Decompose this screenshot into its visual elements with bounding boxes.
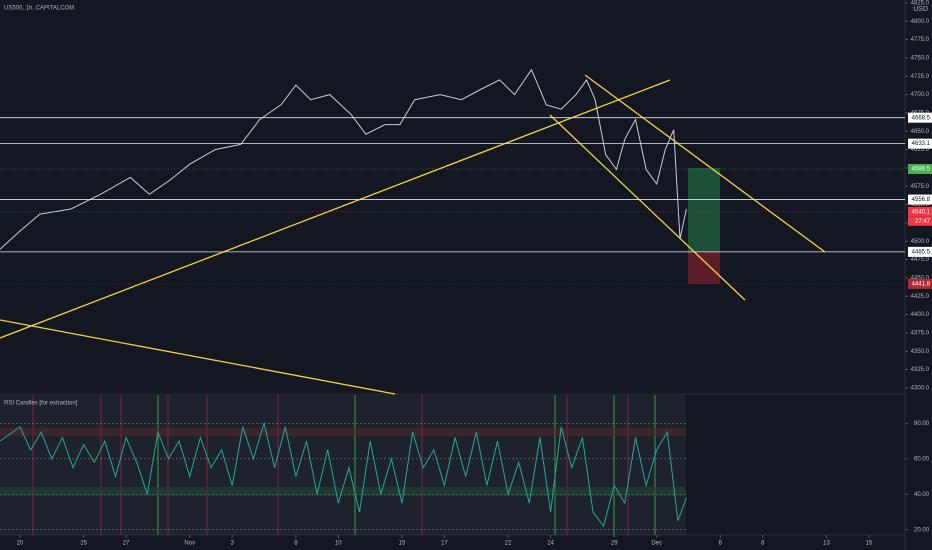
- y-tick-label: 40.00: [914, 492, 930, 498]
- symbol-title: US500, 1h, CAPITALCOM: [4, 6, 74, 12]
- y-tick-label: 4725.0: [911, 74, 930, 80]
- x-tick-label: 13: [823, 541, 830, 547]
- x-tick-label: 24: [547, 541, 554, 547]
- loss-zone: [688, 252, 720, 284]
- series-line: [0, 421, 687, 528]
- x-tick-label: 6: [719, 541, 723, 547]
- y-tick-label: 4550.0: [911, 202, 930, 208]
- x-tick-label: 8: [294, 541, 298, 547]
- x-tick-label: 3: [231, 541, 235, 547]
- overbought-band: [0, 428, 686, 436]
- rsi-title: RSI Candles [for extraction]: [4, 401, 78, 407]
- level-label: 4556.8: [912, 197, 931, 203]
- y-tick-label: 4400.0: [911, 312, 930, 318]
- level-label: 4633.1: [912, 141, 931, 147]
- level-badge: [908, 206, 932, 217]
- y-tick-label: 4450.0: [911, 275, 930, 281]
- x-tick-label: 20: [17, 541, 24, 547]
- currency: USD: [913, 6, 928, 13]
- trend-line: [584, 74, 826, 253]
- x-tick-label: 15: [399, 541, 406, 547]
- y-tick-label: 4300.0: [911, 385, 930, 391]
- series-line: [0, 68, 687, 250]
- y-tick-label: 4625.0: [911, 147, 930, 153]
- y-tick-label: 4500.0: [911, 239, 930, 245]
- y-tick-label: 4350.0: [911, 349, 930, 355]
- level-badge: [908, 164, 932, 175]
- countdown: 27:47: [915, 219, 931, 225]
- level-label: 4485.5: [912, 249, 931, 255]
- x-tick-label: 17: [441, 541, 448, 547]
- x-tick-label: 15: [866, 541, 873, 547]
- x-tick-label: 27: [123, 541, 130, 547]
- y-tick-label: 4750.0: [911, 56, 930, 62]
- y-tick-label: 4825.0: [911, 1, 930, 7]
- level-badge: [908, 246, 932, 257]
- level-label: 4441.8: [912, 281, 931, 287]
- x-tick-label: 10: [335, 541, 342, 547]
- y-tick-label: 4800.0: [911, 19, 930, 25]
- y-tick-label: 4425.0: [911, 294, 930, 300]
- trend-line: [549, 114, 746, 301]
- y-tick-label: 4325.0: [911, 367, 930, 373]
- profit-zone: [688, 168, 720, 252]
- countdown-badge: [908, 216, 932, 226]
- y-tick-label: 4575.0: [911, 184, 930, 190]
- rsi-markers: [32, 395, 656, 535]
- x-tick-label: 29: [611, 541, 618, 547]
- x-tick-label: Nov: [184, 541, 195, 547]
- y-tick-label: 4475.0: [911, 257, 930, 263]
- x-tick-label: Dec: [651, 541, 662, 547]
- rsi-background: [0, 395, 686, 535]
- trend-line: [0, 319, 396, 395]
- x-tick-label: 25: [80, 541, 87, 547]
- y-tick-label: 4700.0: [911, 92, 930, 98]
- y-tick-label: 60.00: [914, 456, 930, 462]
- y-tick-label: 4650.0: [911, 129, 930, 135]
- y-tick-label: 4375.0: [911, 330, 930, 336]
- x-tick-label: 22: [505, 541, 512, 547]
- trend-lines: [0, 74, 826, 395]
- y-tick-label: 20.00: [914, 527, 930, 533]
- level-label: 4668.5: [912, 115, 931, 121]
- level-label: 4598.5: [912, 167, 931, 173]
- y-tick-label: 80.00: [914, 421, 930, 427]
- level-badge: [908, 112, 932, 123]
- y-tick-label: 4775.0: [911, 37, 930, 43]
- level-badge: [908, 138, 932, 149]
- level-label: 4540.1: [912, 209, 931, 215]
- oversold-band: [0, 487, 686, 496]
- level-badge: [908, 278, 932, 289]
- level-badge: [908, 194, 932, 205]
- x-tick-label: 8: [761, 541, 765, 547]
